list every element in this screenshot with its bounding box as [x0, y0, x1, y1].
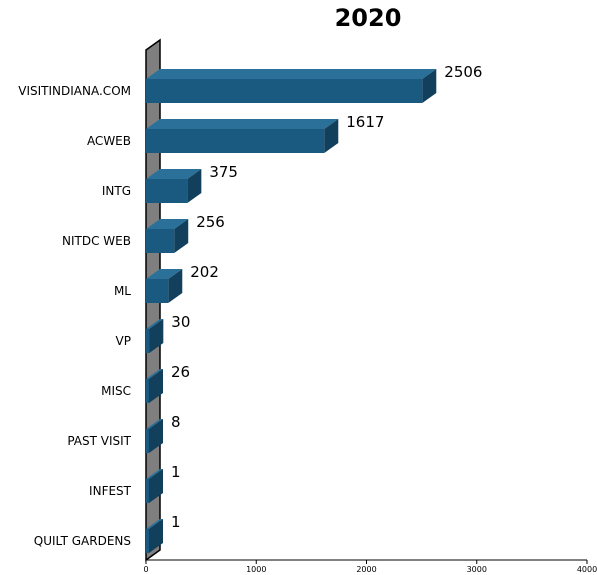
- bar-side: [149, 369, 163, 403]
- bar-side: [149, 519, 163, 553]
- category-label: ML: [114, 284, 131, 298]
- bar-front: [146, 129, 325, 153]
- value-label: 1: [171, 513, 181, 531]
- bar-front: [146, 529, 149, 553]
- category-label: INFEST: [89, 484, 132, 498]
- bar-front: [146, 429, 149, 453]
- value-label: 202: [190, 263, 219, 281]
- bar-side: [174, 219, 189, 253]
- category-label: MISC: [101, 384, 131, 398]
- category-labels: VISITINDIANA.COM ACWEB INTG NITDC WEB ML VP MI…: [18, 84, 131, 548]
- bar-front: [146, 79, 423, 103]
- bar-side: [324, 119, 339, 153]
- x-tick-label: 3000: [467, 565, 487, 574]
- bar: [146, 169, 202, 203]
- bar: [146, 319, 164, 353]
- bar-top: [146, 119, 339, 129]
- x-tick-label: 2000: [356, 565, 376, 574]
- value-label: 1617: [346, 113, 384, 131]
- bar: [146, 419, 163, 453]
- bar-front: [146, 329, 150, 353]
- value-labels: 2506 1617 375 256 202 30 26 8 1 1: [171, 63, 482, 531]
- bar-top: [146, 469, 163, 479]
- bar-top: [146, 319, 164, 329]
- category-label: ACWEB: [87, 134, 131, 148]
- bar-top: [146, 419, 163, 429]
- bar-front: [146, 379, 149, 403]
- category-label: VP: [116, 334, 131, 348]
- value-label: 256: [196, 213, 225, 231]
- category-label: NITDC WEB: [62, 234, 131, 248]
- bar-side: [187, 169, 202, 203]
- bar: [146, 469, 163, 503]
- value-label: 375: [209, 163, 238, 181]
- bar: [146, 369, 163, 403]
- bar-front: [146, 179, 188, 203]
- x-tick-label: 0: [143, 565, 148, 574]
- value-label: 8: [171, 413, 181, 431]
- value-label: 1: [171, 463, 181, 481]
- bar-side: [149, 469, 163, 503]
- x-tick-label: 1000: [246, 565, 266, 574]
- bar-top: [146, 219, 189, 229]
- x-axis: 0 1000 2000 3000 4000: [143, 559, 597, 574]
- value-label: 2506: [444, 63, 482, 81]
- bar: [146, 119, 339, 153]
- value-label: 30: [171, 313, 190, 331]
- bars: [146, 69, 437, 553]
- bar: [146, 519, 163, 553]
- bar: [146, 219, 189, 253]
- bar-top: [146, 519, 163, 529]
- value-label: 26: [171, 363, 190, 381]
- bar-front: [146, 479, 149, 503]
- bar-front: [146, 279, 169, 303]
- bar: [146, 69, 437, 103]
- bar-side: [149, 419, 163, 453]
- category-label: INTG: [102, 184, 131, 198]
- bar-top: [146, 369, 163, 379]
- category-label: VISITINDIANA.COM: [18, 84, 131, 98]
- category-label: PAST VISIT: [67, 434, 131, 448]
- bar-top: [146, 69, 437, 79]
- bar-front: [146, 229, 175, 253]
- bar-top: [146, 269, 183, 279]
- bar-side: [422, 69, 437, 103]
- bar-side: [149, 319, 164, 353]
- bar-side: [168, 269, 183, 303]
- bar: [146, 269, 183, 303]
- category-label: QUILT GARDENS: [34, 534, 131, 548]
- chart-title: 2020: [335, 4, 402, 32]
- bar-top: [146, 169, 202, 179]
- x-tick-label: 4000: [577, 565, 597, 574]
